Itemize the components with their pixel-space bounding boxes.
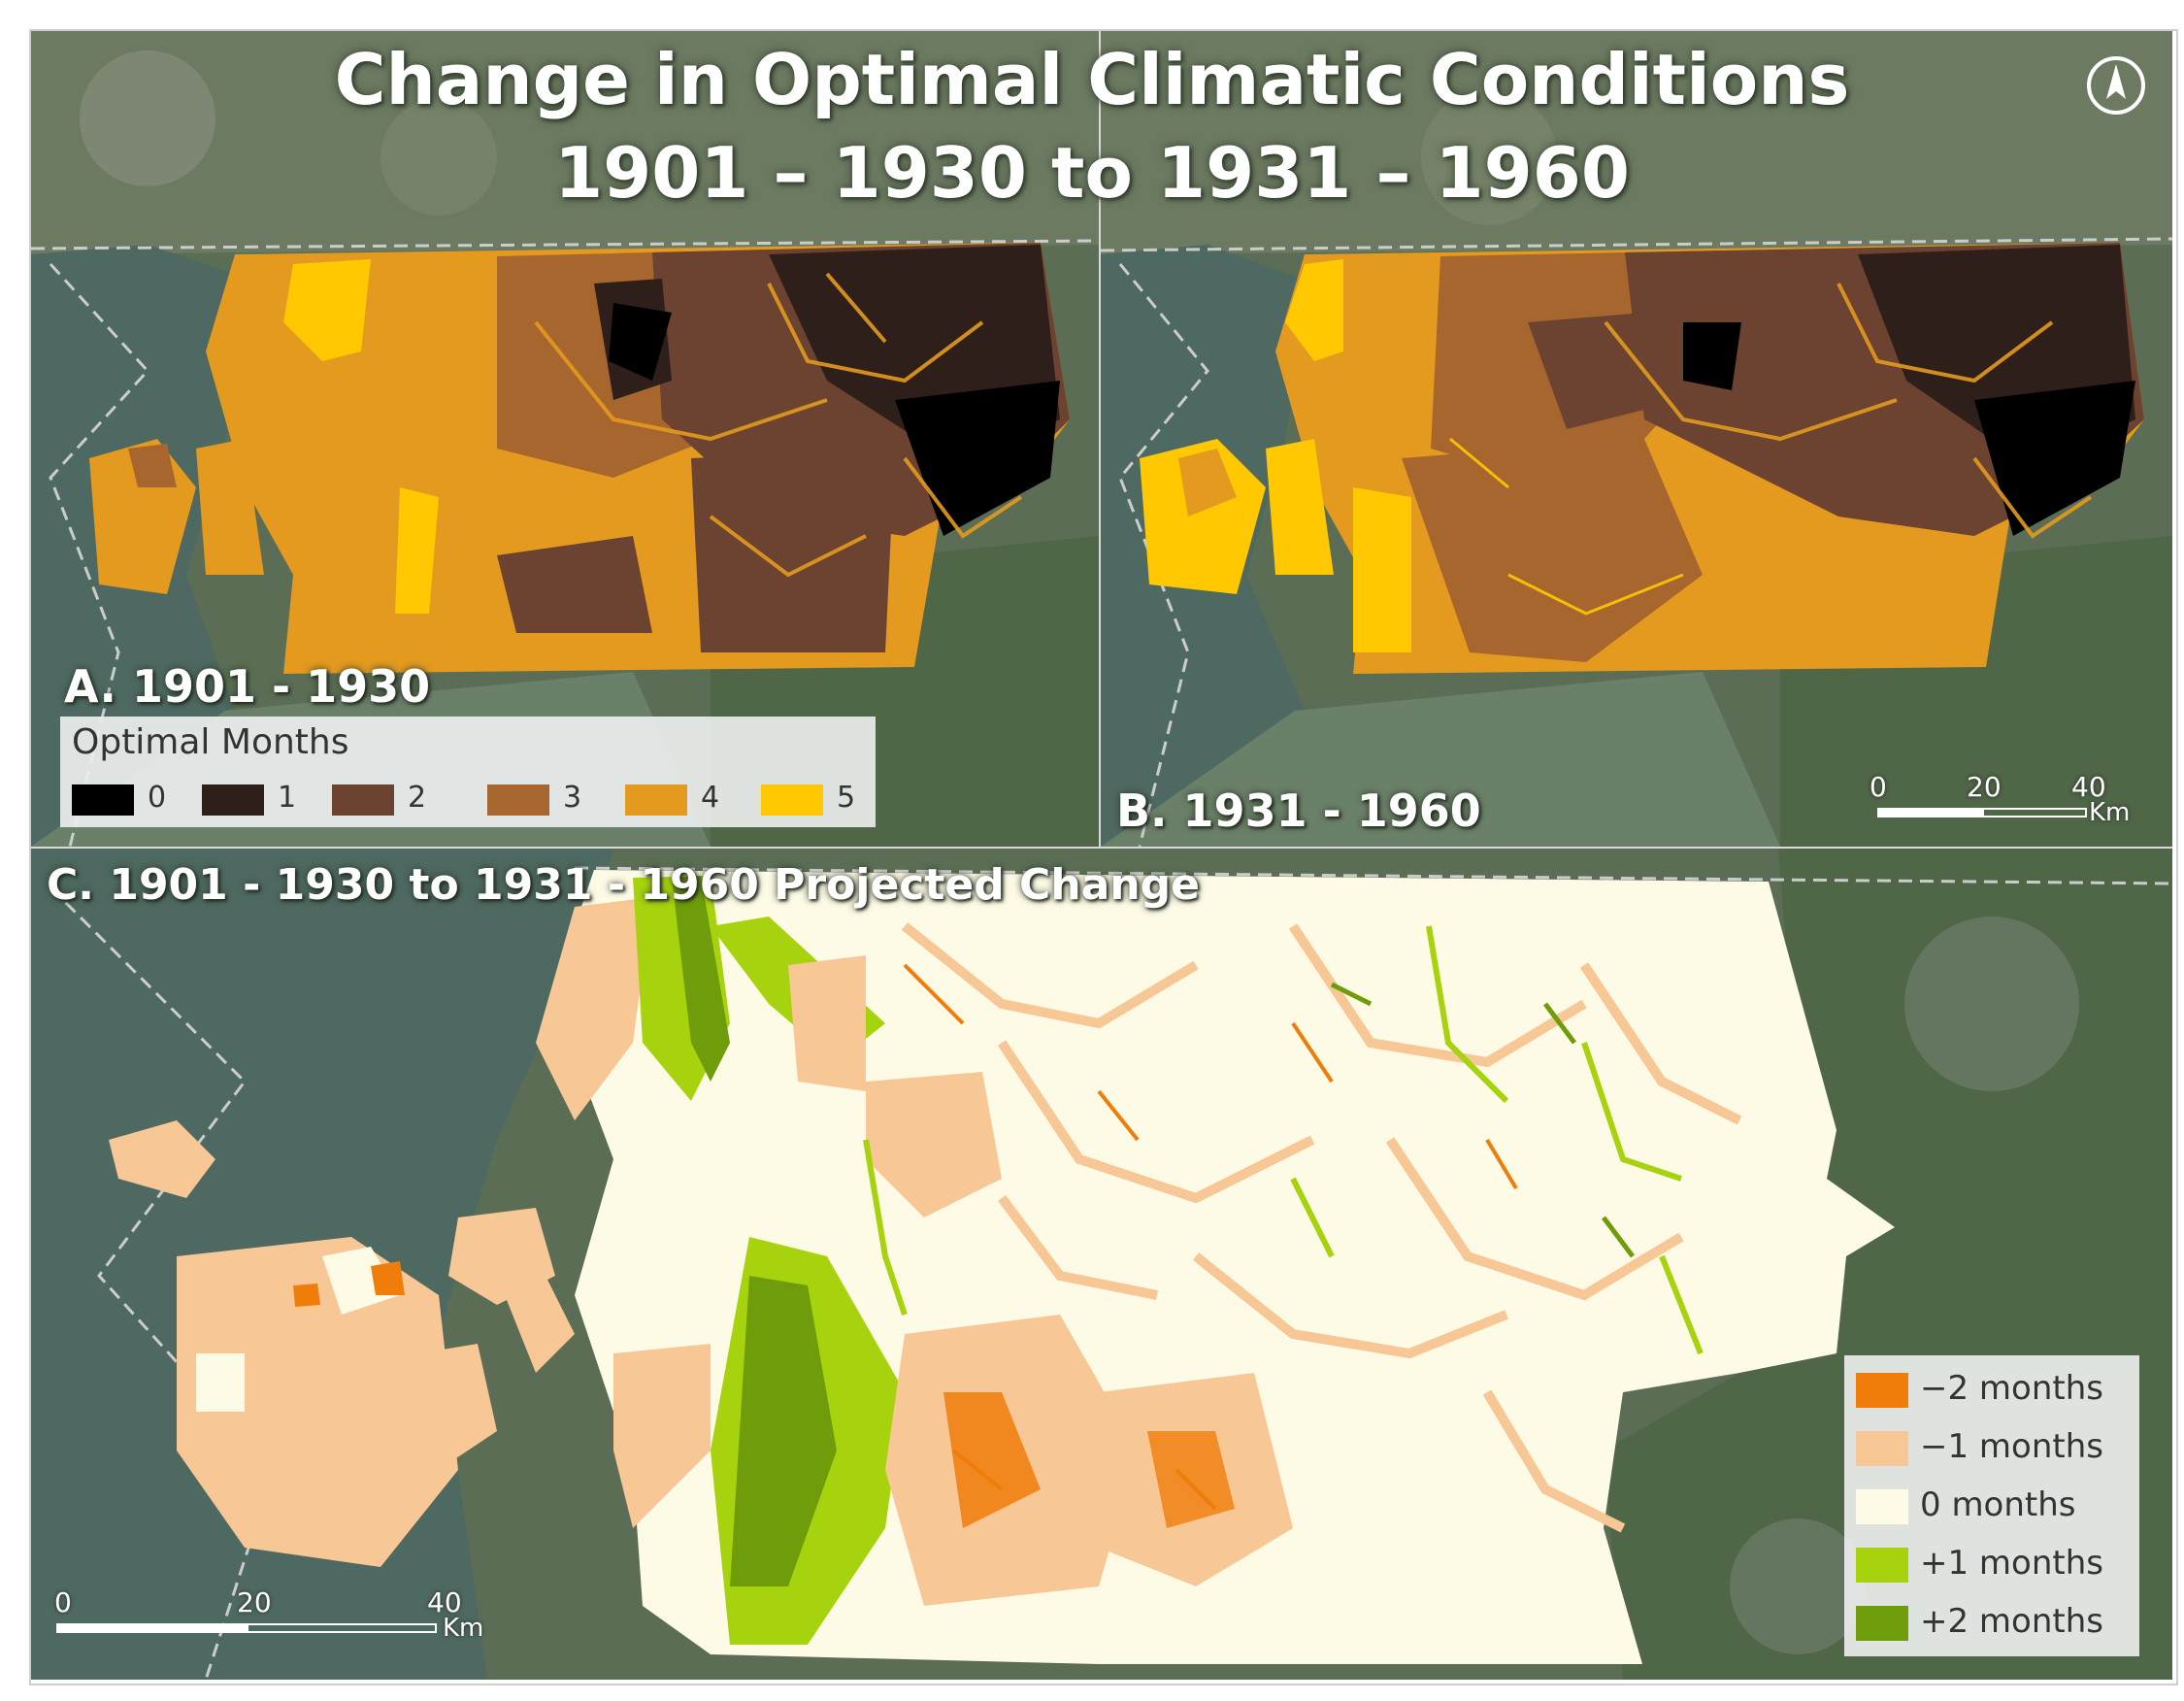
legend-change-swatch-minus2 (1856, 1373, 1908, 1408)
legend-value-0: 0 (148, 781, 167, 815)
map-c-canvas (31, 849, 2172, 1680)
legend-change-label-minus1: −1 months (1920, 1427, 2103, 1466)
legend-change-swatch-plus1 (1856, 1548, 1908, 1583)
legend-swatch-4 (625, 784, 687, 816)
legend-swatch-1 (202, 784, 264, 816)
scale-b-tick-20: 20 (1967, 771, 2002, 803)
legend-swatch-5 (761, 784, 823, 816)
scale-c-tick-40: 40 (427, 1586, 462, 1618)
panel-a-label: A. 1901 - 1930 (64, 660, 431, 713)
legend-change-label-plus2: +2 months (1920, 1602, 2103, 1641)
scale-c-segment-2 (247, 1623, 437, 1633)
map-b-canvas (1101, 31, 2172, 847)
panel-divider-vertical (1099, 31, 1101, 849)
legend-value-2: 2 (408, 781, 427, 815)
legend-swatch-0 (72, 784, 134, 816)
legend-swatch-3 (487, 784, 549, 816)
panel-divider-horizontal (31, 847, 2172, 849)
legend-optimal-title: Optimal Months (72, 722, 349, 762)
figure-title-line-2: 1901 – 1930 to 1931 – 1960 (554, 132, 1630, 214)
legend-change-row-plus2: +2 months (1856, 1600, 2137, 1649)
scale-c-segment-1 (56, 1623, 247, 1633)
scale-b-unit: Km (2089, 798, 2131, 827)
scale-b-tick-0: 0 (1870, 771, 1887, 803)
scale-bar-b: 0 20 40 Km (1870, 771, 2130, 829)
scale-b-tick-40: 40 (2071, 771, 2106, 803)
legend-value-1: 1 (278, 781, 297, 815)
scale-b-segment-1 (1877, 808, 1982, 817)
figure-title-line-1: Change in Optimal Climatic Conditions (334, 39, 1850, 120)
scale-c-unit: Km (443, 1614, 484, 1643)
legend-change-swatch-zero (1856, 1489, 1908, 1524)
scale-bar-c: 0 20 40 Km (54, 1586, 522, 1645)
map-panel-c: C. 1901 - 1930 to 1931 - 1960 Projected … (31, 849, 2172, 1680)
legend-change-label-plus1: +1 months (1920, 1544, 2103, 1583)
scale-b-segment-2 (1982, 808, 2087, 817)
legend-change-row-zero: 0 months (1856, 1484, 2137, 1532)
legend-swatch-2 (332, 784, 394, 816)
legend-value-3: 3 (563, 781, 582, 815)
scale-c-tick-0: 0 (54, 1586, 72, 1618)
figure-frame (29, 29, 2178, 1685)
map-panel-b: B. 1931 - 1960 0 20 40 Km (1101, 31, 2172, 847)
legend-projected-change: −2 months −1 months 0 months +1 months +… (1844, 1355, 2139, 1656)
legend-change-row-minus2: −2 months (1856, 1367, 2137, 1416)
panel-b-label: B. 1931 - 1960 (1116, 784, 1481, 837)
legend-change-swatch-minus1 (1856, 1431, 1908, 1466)
legend-change-swatch-plus2 (1856, 1606, 1908, 1641)
legend-value-4: 4 (701, 781, 720, 815)
panel-c-label: C. 1901 - 1930 to 1931 - 1960 Projected … (47, 860, 1201, 910)
legend-value-5: 5 (837, 781, 856, 815)
scale-c-tick-20: 20 (237, 1586, 272, 1618)
north-arrow-icon (2085, 54, 2147, 117)
legend-change-label-zero: 0 months (1920, 1485, 2076, 1524)
legend-change-label-minus2: −2 months (1920, 1369, 2103, 1408)
legend-change-row-minus1: −1 months (1856, 1425, 2137, 1474)
legend-change-row-plus1: +1 months (1856, 1542, 2137, 1590)
legend-optimal-months: Optimal Months 0 1 2 3 4 5 (60, 717, 876, 827)
